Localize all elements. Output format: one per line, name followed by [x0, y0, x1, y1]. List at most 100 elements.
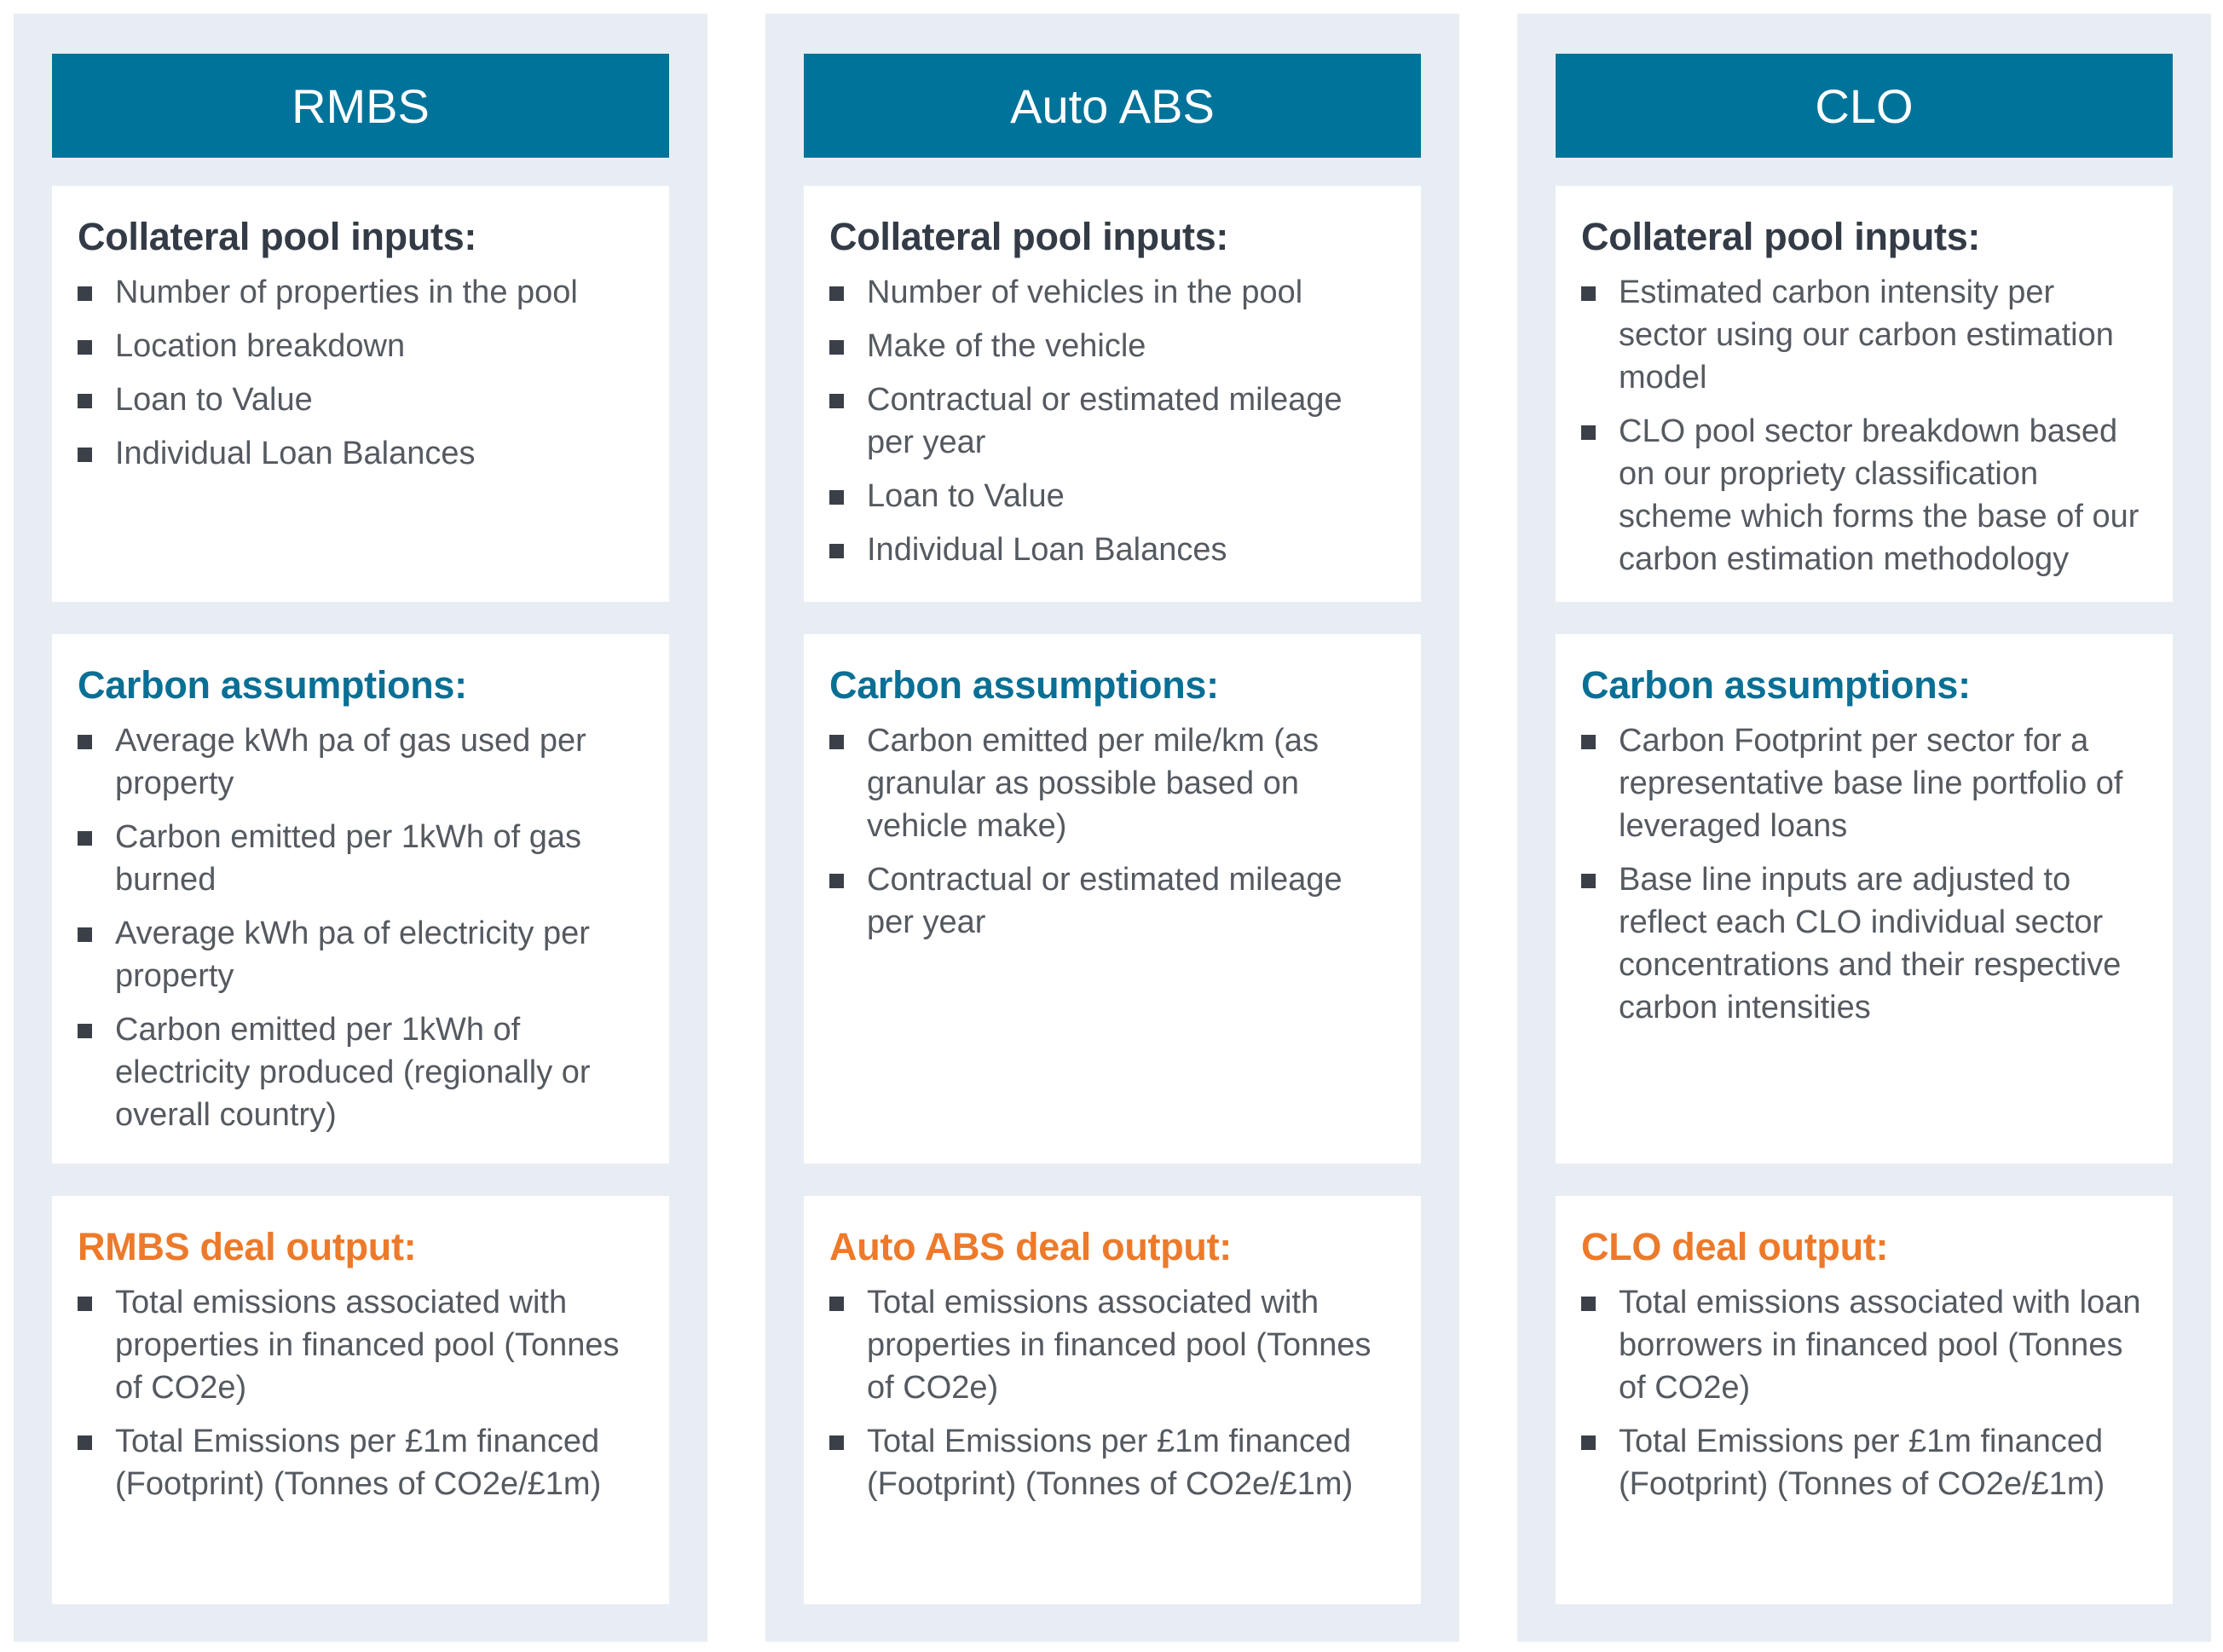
square-bullet-icon	[78, 286, 92, 301]
list-item-text: Carbon emitted per mile/km (as granular …	[867, 722, 1319, 844]
list-item: Total Emissions per £1m financed (Footpr…	[1581, 1420, 2147, 1505]
list-item-text: Carbon emitted per 1kWh of electricity p…	[115, 1011, 591, 1133]
square-bullet-icon	[78, 393, 92, 408]
bullet-list: Carbon Footprint per sector for a repres…	[1581, 719, 2147, 1029]
column-clo: CLO Collateral pool inputs: Estimated ca…	[1517, 14, 2211, 1642]
card-title: Carbon assumptions:	[78, 663, 467, 707]
square-bullet-icon	[829, 1435, 844, 1450]
output-card: RMBS deal output: Total emissions associ…	[52, 1196, 669, 1604]
list-item-text: Total Emissions per £1m financed (Footpr…	[115, 1423, 602, 1502]
list-item: Make of the vehicle	[829, 325, 1395, 367]
square-bullet-icon	[78, 1296, 92, 1311]
list-item-text: Make of the vehicle	[867, 327, 1146, 364]
list-item: Base line inputs are adjusted to reflect…	[1581, 858, 2147, 1029]
bullet-list: Total emissions associated with properti…	[829, 1281, 1395, 1505]
list-item: Carbon emitted per 1kWh of gas burned	[78, 816, 644, 901]
list-item: Contractual or estimated mileage per yea…	[829, 858, 1395, 944]
card-title: Collateral pool inputs:	[829, 215, 1229, 258]
list-item-text: Individual Loan Balances	[115, 435, 476, 471]
bullet-list: Carbon emitted per mile/km (as granular …	[829, 719, 1395, 944]
list-item-text: Number of vehicles in the pool	[867, 274, 1303, 310]
bullet-list: Average kWh pa of gas used per property …	[78, 719, 644, 1136]
square-bullet-icon	[829, 873, 844, 888]
list-item-text: Total emissions associated with properti…	[115, 1284, 620, 1406]
list-item: Loan to Value	[78, 378, 644, 421]
list-item: Individual Loan Balances	[78, 432, 644, 475]
square-bullet-icon	[78, 1435, 92, 1450]
bullet-list: Number of properties in the pool Locatio…	[78, 271, 644, 475]
list-item-text: Estimated carbon intensity per sector us…	[1619, 274, 2114, 396]
list-item: Carbon emitted per 1kWh of electricity p…	[78, 1008, 644, 1136]
list-item-text: Total Emissions per £1m financed (Footpr…	[1619, 1423, 2105, 1502]
list-item: Total Emissions per £1m financed (Footpr…	[829, 1420, 1395, 1505]
list-item: Individual Loan Balances	[829, 529, 1395, 571]
list-item: Average kWh pa of gas used per property	[78, 719, 644, 805]
card-title: Collateral pool inputs:	[1581, 215, 1981, 258]
list-item-text: Individual Loan Balances	[867, 531, 1227, 568]
assumptions-card: Carbon assumptions: Carbon Footprint per…	[1556, 634, 2173, 1164]
square-bullet-icon	[78, 830, 92, 846]
card-title: Auto ABS deal output:	[829, 1225, 1232, 1268]
list-item: Total Emissions per £1m financed (Footpr…	[78, 1420, 644, 1505]
square-bullet-icon	[829, 286, 844, 301]
list-item: Number of vehicles in the pool	[829, 271, 1395, 314]
column-rmbs: RMBS Collateral pool inputs: Number of p…	[14, 14, 707, 1642]
card-title: Collateral pool inputs:	[78, 215, 477, 258]
list-item-text: Base line inputs are adjusted to reflect…	[1619, 861, 2122, 1025]
square-bullet-icon	[1581, 425, 1596, 440]
square-bullet-icon	[78, 927, 92, 942]
list-item-text: Average kWh pa of gas used per property	[115, 722, 586, 801]
card-title: RMBS deal output:	[78, 1225, 417, 1268]
list-item-text: Number of properties in the pool	[115, 274, 578, 310]
bullet-list: Total emissions associated with loan bor…	[1581, 1281, 2147, 1505]
square-bullet-icon	[829, 393, 844, 408]
list-item-text: Location breakdown	[115, 327, 406, 364]
bullet-list: Total emissions associated with properti…	[78, 1281, 644, 1505]
square-bullet-icon	[829, 1296, 844, 1311]
card-title: CLO deal output:	[1581, 1225, 1889, 1268]
column-header: RMBS	[52, 54, 669, 158]
list-item: Location breakdown	[78, 325, 644, 367]
square-bullet-icon	[78, 734, 92, 749]
list-item-text: Contractual or estimated mileage per yea…	[867, 861, 1342, 940]
list-item: Loan to Value	[829, 475, 1395, 517]
list-item-text: Contractual or estimated mileage per yea…	[867, 381, 1342, 460]
inputs-card: Collateral pool inputs: Estimated carbon…	[1556, 186, 2173, 602]
list-item: Contractual or estimated mileage per yea…	[829, 378, 1395, 464]
list-item-text: Total emissions associated with loan bor…	[1619, 1284, 2141, 1406]
inputs-card: Collateral pool inputs: Number of vehicl…	[804, 186, 1421, 602]
list-item-text: Carbon emitted per 1kWh of gas burned	[115, 818, 582, 898]
output-card: CLO deal output: Total emissions associa…	[1556, 1196, 2173, 1604]
list-item: Estimated carbon intensity per sector us…	[1581, 271, 2147, 399]
card-title: Carbon assumptions:	[829, 663, 1219, 707]
column-header: CLO	[1556, 54, 2173, 158]
square-bullet-icon	[829, 734, 844, 749]
list-item: Carbon Footprint per sector for a repres…	[1581, 719, 2147, 847]
list-item: Total emissions associated with properti…	[829, 1281, 1395, 1409]
assumptions-card: Carbon assumptions: Carbon emitted per m…	[804, 634, 1421, 1164]
card-title: Carbon assumptions:	[1581, 663, 1971, 707]
list-item: Average kWh pa of electricity per proper…	[78, 912, 644, 997]
list-item-text: Average kWh pa of electricity per proper…	[115, 915, 590, 994]
column-header: Auto ABS	[804, 54, 1421, 158]
bullet-list: Estimated carbon intensity per sector us…	[1581, 271, 2147, 581]
square-bullet-icon	[829, 489, 844, 505]
square-bullet-icon	[1581, 286, 1596, 301]
square-bullet-icon	[1581, 1296, 1596, 1311]
list-item-text: Loan to Value	[867, 477, 1065, 514]
output-card: Auto ABS deal output: Total emissions as…	[804, 1196, 1421, 1604]
list-item: Number of properties in the pool	[78, 271, 644, 314]
list-item-text: Total Emissions per £1m financed (Footpr…	[867, 1423, 1354, 1502]
list-item-text: Loan to Value	[115, 381, 313, 418]
square-bullet-icon	[1581, 873, 1596, 888]
square-bullet-icon	[829, 543, 844, 558]
list-item-text: CLO pool sector breakdown based on our p…	[1619, 413, 2139, 577]
list-item: Total emissions associated with properti…	[78, 1281, 644, 1409]
list-item-text: Total emissions associated with properti…	[867, 1284, 1371, 1406]
square-bullet-icon	[78, 1023, 92, 1038]
square-bullet-icon	[78, 339, 92, 355]
square-bullet-icon	[829, 339, 844, 355]
square-bullet-icon	[78, 447, 92, 462]
inputs-card: Collateral pool inputs: Number of proper…	[52, 186, 669, 602]
square-bullet-icon	[1581, 1435, 1596, 1450]
